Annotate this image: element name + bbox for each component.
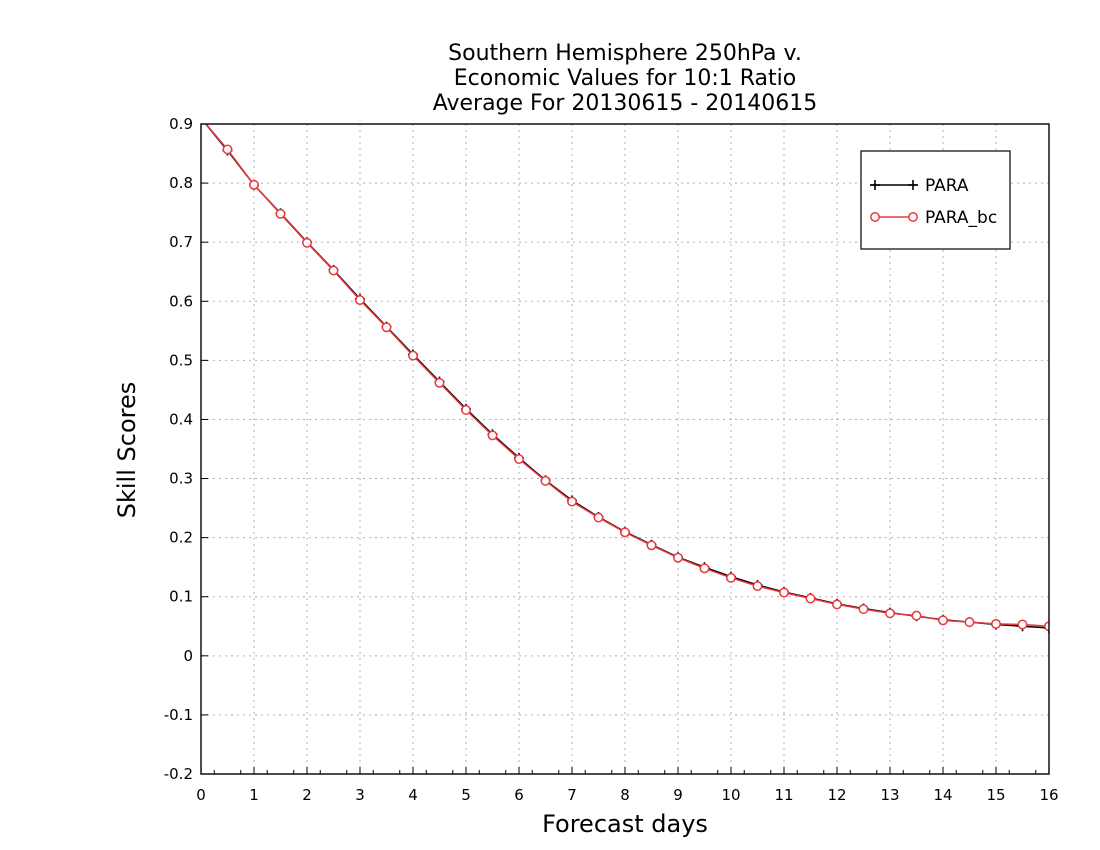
x-tick-label-5: 5: [461, 786, 471, 804]
series-1-point-31: [1017, 619, 1028, 630]
y-tick-label-10: -0.1: [164, 706, 193, 724]
y-tick-label-1: 0.8: [169, 174, 193, 192]
x-tick-label-6: 6: [514, 786, 524, 804]
y-axis-title: Skill Scores: [113, 382, 141, 519]
series-1-point-28: [938, 615, 948, 626]
chart-title-line-1: Southern Hemisphere 250hPa v.: [448, 41, 802, 66]
x-tick-label-3: 3: [355, 786, 365, 804]
series-1-point-18: [673, 552, 683, 563]
y-tick-label-8: 0.1: [169, 588, 193, 606]
series-1-point-23: [805, 593, 816, 604]
series-1-point-11: [487, 430, 498, 441]
x-axis-title: Forecast days: [542, 810, 708, 838]
x-tick-label-0: 0: [196, 786, 206, 804]
series-1-point-17: [646, 540, 657, 551]
y-tick-label-11: -0.2: [164, 765, 193, 783]
legend-item-para: PARA: [870, 176, 969, 196]
series-layer: [204, 124, 1049, 634]
x-tick-label-4: 4: [408, 786, 418, 804]
series-para-bc: [205, 124, 1049, 632]
x-tick-label-9: 9: [673, 786, 683, 804]
legend-item-para-bc: PARA_bc: [870, 208, 997, 228]
series-1-point-20: [726, 572, 736, 583]
x-tick-label-10: 10: [721, 786, 740, 804]
y-tick-label-6: 0.3: [169, 470, 193, 488]
y-tick-label-5: 0.4: [169, 410, 193, 428]
series-1-point-16: [620, 527, 630, 538]
legend: PARA PARA_bc: [860, 150, 1011, 250]
series-1-point-22: [779, 587, 789, 598]
x-tick-label-12: 12: [827, 786, 846, 804]
series-1-point-30: [991, 618, 1001, 629]
x-tick-label-1: 1: [249, 786, 259, 804]
series-1-point-32: [1044, 621, 1049, 632]
series-1-point-24: [832, 599, 842, 610]
series-1-point-26: [885, 608, 895, 619]
x-tick-label-14: 14: [933, 786, 952, 804]
series-1-point-1: [222, 144, 233, 155]
legend-label-0: PARA: [925, 176, 969, 196]
x-tick-label-8: 8: [620, 786, 630, 804]
legend-label-1: PARA_bc: [925, 208, 997, 228]
y-tick-label-0: 0.9: [169, 115, 193, 133]
y-tick-label-9: 0: [183, 647, 193, 665]
chart-title-line-2: Economic Values for 10:1 Ratio: [454, 66, 796, 91]
chart-title: Southern Hemisphere 250hPa v. Economic V…: [433, 41, 818, 116]
series-1-point-14: [567, 496, 577, 507]
series-1-point-29: [964, 617, 975, 628]
series-1-point-8: [408, 350, 418, 361]
series-1-point-4: [302, 237, 312, 248]
series-1-point-12: [514, 454, 524, 464]
series-1-point-25: [858, 604, 869, 615]
x-tick-label-16: 16: [1039, 786, 1058, 804]
x-tick-label-11: 11: [774, 786, 793, 804]
series-1-point-21: [752, 581, 763, 592]
x-tick-label-15: 15: [986, 786, 1005, 804]
series-1-point-2: [249, 179, 259, 190]
y-tick-label-7: 0.2: [169, 529, 193, 547]
series-1-point-6: [355, 295, 365, 306]
series-1-point-9: [434, 377, 445, 388]
series-1-point-5: [328, 265, 339, 276]
axes: 0 1 2 3 4 5 6 7 8 9 10 11 12 13 14 15 160.90.80.70.60.50…: [164, 115, 1059, 804]
legend-marker-end-0: [908, 180, 918, 190]
series-1-point-19: [699, 563, 710, 574]
series-1-point-3: [275, 208, 286, 219]
y-tick-label-4: 0.5: [169, 351, 193, 369]
series-1-point-27: [911, 610, 922, 621]
y-tick-label-2: 0.7: [169, 233, 193, 251]
legend-box: [860, 150, 1011, 250]
legend-marker-start-0: [870, 180, 880, 190]
x-tick-label-7: 7: [567, 786, 577, 804]
y-tick-label-3: 0.6: [169, 292, 193, 310]
grid-lines: [201, 124, 1049, 774]
series-1-point-13: [540, 475, 551, 486]
series-1-point-7: [381, 322, 392, 333]
x-tick-label-2: 2: [302, 786, 312, 804]
legend-marker-start-1: [870, 212, 880, 222]
x-tick-label-13: 13: [880, 786, 899, 804]
chart-title-line-3: Average For 20130615 - 20140615: [433, 91, 818, 116]
series-1-point-10: [461, 405, 471, 415]
legend-marker-end-1: [908, 212, 918, 222]
series-1-point-15: [593, 512, 604, 523]
